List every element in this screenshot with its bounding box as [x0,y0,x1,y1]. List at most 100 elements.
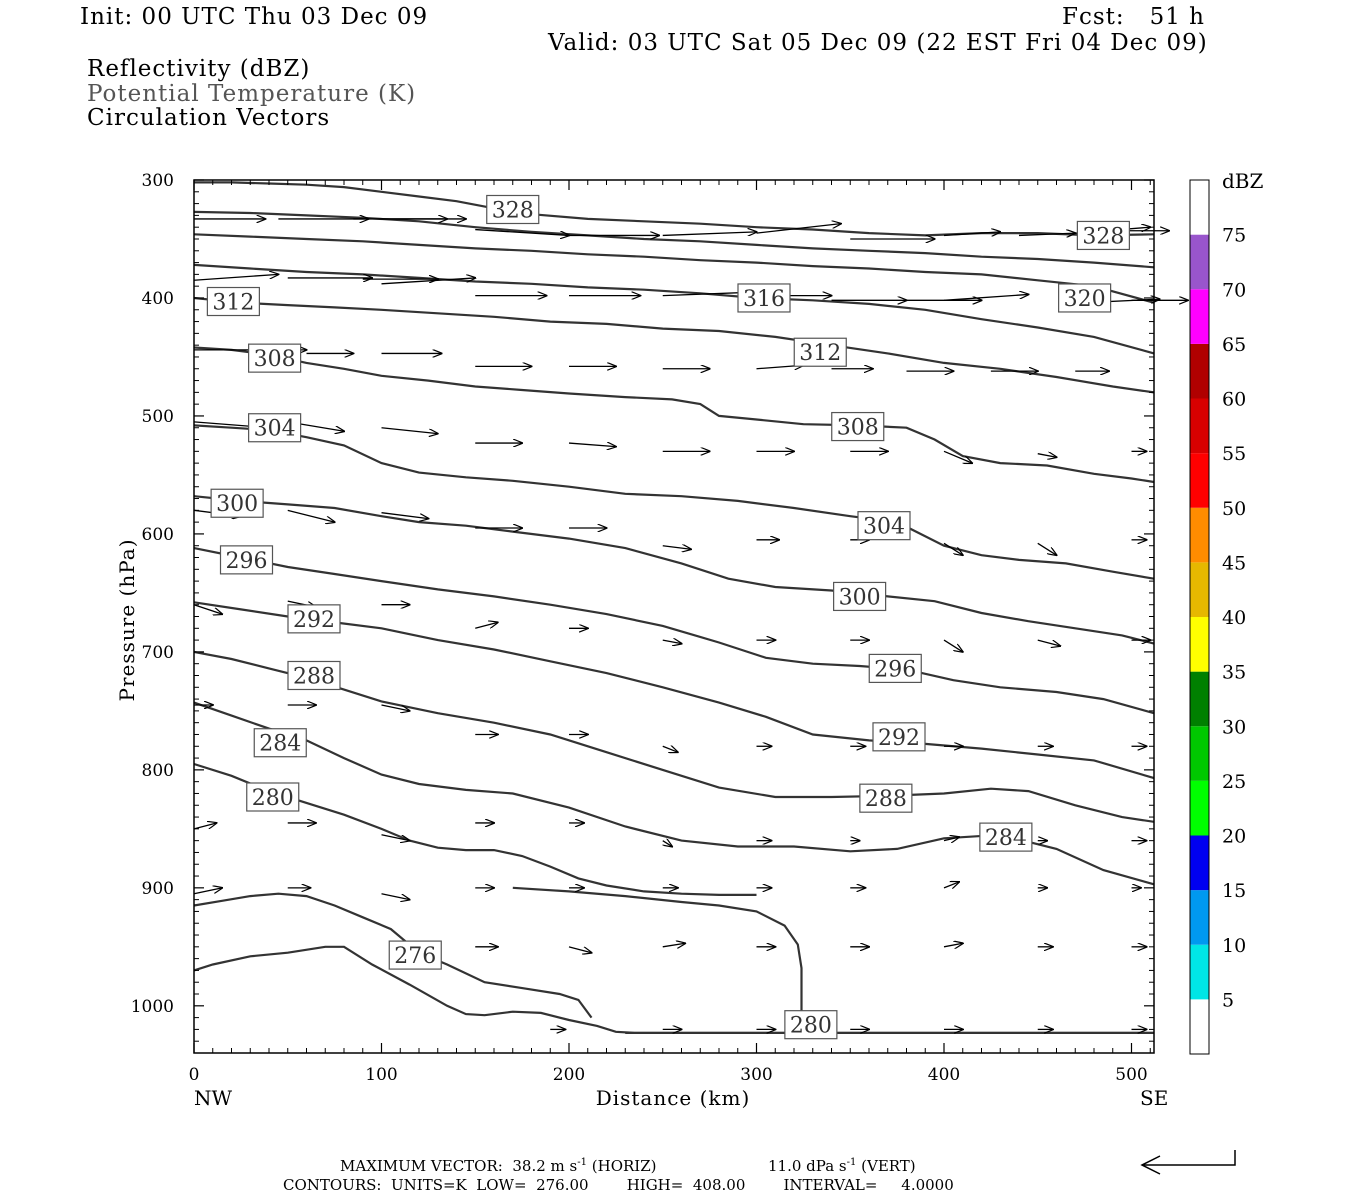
circulation-vector [943,294,1028,301]
circulation-vector [662,943,686,947]
colorbar-bin-40 [1190,562,1209,617]
circulation-vector [1037,542,1057,555]
horiz-exponent: -1 [577,1157,587,1168]
colorbar-bin-15 [1190,835,1209,891]
max-vector-vert: 11.0 dPa s-1 (VERT) [768,1157,916,1175]
isentrope-label-292: 292 [287,604,341,634]
isentrope-label-280: 280 [784,1010,838,1040]
colorbar-bin-65 [1190,289,1209,344]
circulation-vector [662,640,682,644]
x-tick-label: 0 [189,1065,200,1085]
colorbar-tick-label: 60 [1222,389,1246,411]
max-vector-vert-value: 11.0 dPa s [768,1157,847,1175]
isentrope-label-box [833,581,887,612]
field-reflectivity: Reflectivity (dBZ) [87,56,311,82]
isentrope-label-box [1076,220,1130,251]
isentrope-label-box [388,940,442,970]
isentrope-label-box [1058,283,1112,313]
colorbar-bin-70 [1190,234,1209,290]
circulation-vector [943,542,963,555]
isentrope-label-text: 312 [799,341,841,366]
isentrope-label-292: 292 [872,722,926,752]
isentrope-label-box [979,822,1033,852]
isentrope-label-layer: 276 280 280 284 284 288 288 292 292 296 296 300 300 3… [206,194,1130,1040]
isentrope-label-box [857,511,911,541]
circulation-vector [756,224,841,234]
circulation-vector [1037,639,1061,646]
reference-vector [1140,1150,1236,1175]
y-axis-title: Pressure (hPa) [115,539,139,702]
isentrope-label-text: 284 [985,826,1027,851]
circulation-vector [943,232,1000,236]
circulation-vector [287,509,335,522]
circulation-vector [193,604,222,614]
isentrope-280 [193,892,593,1019]
colorbar-bin-50 [1190,453,1209,508]
isentrope-label-box [248,413,302,443]
max-vector-vert-label: (VERT) [861,1157,916,1175]
circulation-vector [943,450,972,463]
isentrope-284 [193,701,1155,886]
circulation-vector [381,427,438,434]
colorbar-tick-label: 10 [1222,935,1246,957]
colorbar-tick-label: 25 [1222,771,1246,793]
field-circulation-vectors: Circulation Vectors [87,105,331,131]
colorbar-bin-60 [1190,343,1209,399]
y-tick-label: 800 [142,761,174,781]
isentrope-label-text: 308 [254,347,296,372]
dbz-colorbar: 5 10 15 20 25 30 35 40 45 50 55 60 65 70 75 [1189,179,1246,1055]
circulation-vector [381,512,429,519]
isentrope-label-300: 300 [833,581,887,612]
x-tick-label: 500 [1115,1065,1147,1085]
colorbar-tick-label: 70 [1222,279,1246,301]
isentrope-label-box [248,343,302,373]
circulation-vector [475,622,498,629]
circulation-vector [943,837,959,841]
max-vector-line: MAXIMUM VECTOR: 38.2 m s-1 (HORIZ) [340,1157,657,1175]
circulation-vector [381,834,410,841]
y-tick-label: 400 [142,289,174,309]
colorbar-bin-55 [1190,398,1209,454]
colorbar-tick-label: 5 [1222,989,1234,1011]
isentrope-label-box [287,604,341,634]
isentrope-label-text: 276 [394,944,436,969]
vert-exponent: -1 [846,1157,857,1168]
y-tick-label: 1000 [131,997,174,1017]
isentrope-316 [193,263,1155,355]
isentrope-304 [193,424,1155,580]
isentrope-label-308: 308 [248,343,302,373]
init-time: Init: 00 UTC Thu 03 Dec 09 [80,4,429,30]
colorbar-tick-label: 35 [1222,662,1246,684]
isentrope-label-box [831,411,885,442]
y-tick-label: 900 [142,879,174,899]
isentrope-label-text: 296 [226,549,268,574]
circulation-vector [568,946,592,953]
isentrope-label-text: 292 [293,608,335,633]
colorbar-tick-label: 65 [1222,334,1246,356]
colorbar-tick-label: 20 [1222,826,1246,848]
colorbar-tick-label: 50 [1222,498,1246,520]
isentrope-label-284: 284 [253,728,307,758]
x-left-end-label: NW [194,1086,233,1110]
circulation-vector [381,893,410,900]
colorbar-bin-20 [1190,780,1209,836]
valid-time: Valid: 03 UTC Sat 05 Dec 09 (22 EST Fri … [548,30,1208,56]
colorbar-bin-10 [1190,890,1209,945]
isentrope-label-304: 304 [857,511,911,541]
isentrope-276 [193,945,1154,1034]
y-tick-label: 600 [142,525,174,545]
max-vector-horiz-value: 38.2 m s [512,1157,578,1175]
colorbar-tick-label: 30 [1222,716,1246,738]
x-tick-label: 200 [553,1065,585,1085]
isentrope-324 [193,210,1155,269]
circulation-vector [943,882,959,888]
x-tick-label: 400 [928,1065,960,1085]
circulation-vector [943,943,963,947]
circulation-vector [663,841,672,847]
isentrope-label-box [859,783,913,813]
isentrope-label-284: 284 [979,822,1033,852]
isentrope-328 [194,181,1155,237]
circulation-vector [381,704,410,711]
colorbar-bin-30 [1190,671,1209,727]
isentrope-label-text: 328 [1082,224,1124,249]
